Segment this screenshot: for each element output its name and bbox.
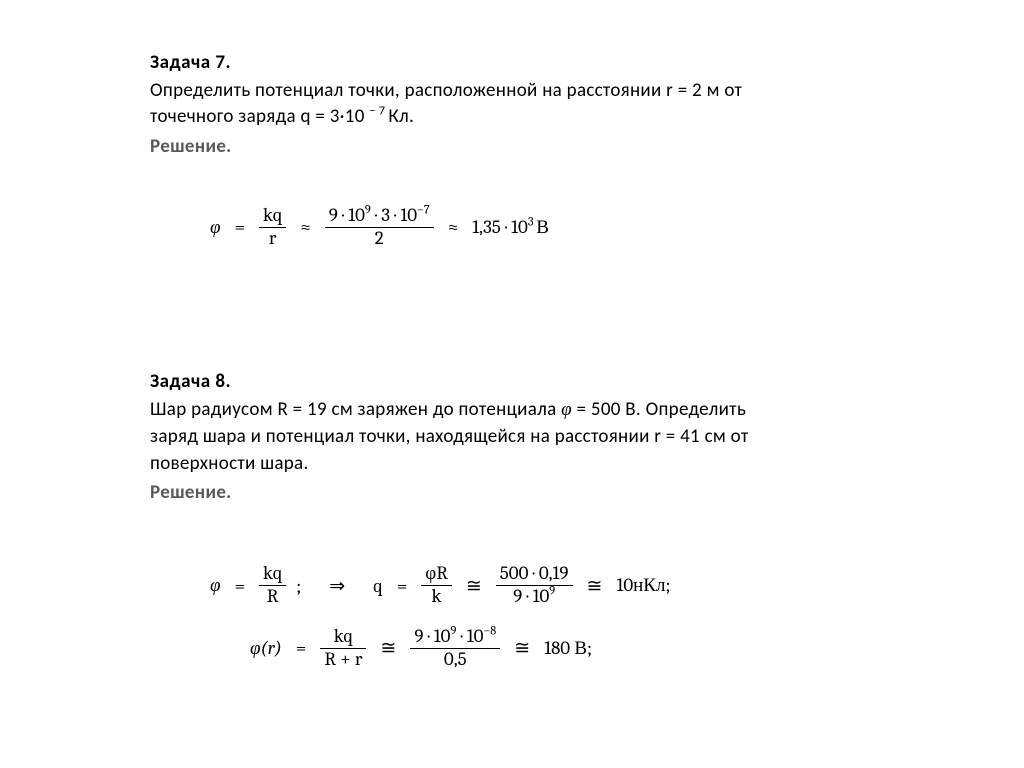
p8-l1-b: = 500 В. Определить — [572, 398, 746, 421]
p7-res-e: 3 — [528, 215, 536, 229]
p8f1-phi: φ — [210, 574, 221, 597]
p8f1-semi: ; — [296, 575, 301, 597]
p7-frac1-den: r — [265, 229, 281, 249]
p8f2-lhs: φ(r) — [250, 637, 282, 660]
p7-res-b: В — [536, 216, 549, 238]
p8f1-aeq1: ≅ — [462, 575, 486, 597]
p8f1-frac1-den: R — [263, 587, 283, 607]
p8f2-eq: = — [292, 637, 311, 659]
p8f1-result: 10нКл; — [616, 574, 670, 597]
p8f1-frac1: kq R — [259, 564, 286, 607]
p8f2-frac1-den: R + r — [320, 650, 366, 670]
problem-8-line3: поверхности шара. — [150, 451, 924, 478]
problem-7-line1: Определить потенциал точки, расположенно… — [150, 78, 924, 105]
p8f1-f3d-e: 9 — [549, 585, 555, 599]
p8-l1-a: Шар радиусом R = 19 см заряжен до потенц… — [150, 398, 561, 421]
p8f2-aeq1: ≅ — [376, 637, 400, 659]
p8f2-frac1-num: kq — [330, 627, 357, 647]
p7-f2n-b: · 3 · 10 — [371, 204, 417, 226]
p7-frac2: 9 · 109 · 3 · 10−7 2 — [325, 206, 434, 249]
p7-frac2-num: 9 · 109 · 3 · 10−7 — [325, 206, 434, 226]
p7-frac2-den: 2 — [371, 229, 388, 249]
problem-7-heading: Задача 7. — [150, 50, 924, 76]
p7-line2-text-b: Кл. — [388, 105, 414, 128]
problem-7-line2: точечного заряда q = 3·10 − 7 Кл. — [150, 104, 924, 131]
p7-line2-text-a: точечного заряда q = 3·10 — [150, 105, 369, 128]
p7-f2n-a: 9 · 10 — [329, 204, 365, 226]
p8f1-frac3: 500 · 0,19 9 · 109 — [496, 564, 573, 607]
p8f1-eq1: = — [231, 575, 250, 597]
p8f1-q: q — [373, 575, 383, 597]
p8f2-f2n-a: 9 · 10 — [414, 625, 450, 647]
problem-8-formula-1: φ = kq R ; ⇒ q = φR k ≅ 500 · 0,19 9 · 1… — [210, 564, 924, 607]
p8f1-frac1-num: kq — [259, 564, 286, 584]
problem-8-line2: заряд шара и потенциал точки, находящейс… — [150, 424, 924, 451]
p7-phi: φ — [210, 216, 221, 239]
problem-8-solution-label: Решение. — [150, 481, 924, 504]
p8f1-frac2-den: k — [428, 587, 446, 607]
p8f1-aeq2: ≅ — [583, 575, 607, 597]
slide-page: Задача 7. Определить потенциал точки, ра… — [0, 0, 1024, 768]
phi-symbol: φ — [561, 398, 572, 420]
p8f2-aeq2: ≅ — [510, 637, 534, 659]
p7-approx1: ≈ — [296, 216, 315, 238]
problem-7-formula: φ = kq r ≈ 9 · 109 · 3 · 10−7 2 ≈ 1,35 ·… — [210, 206, 924, 249]
p8f1-frac2: φR k — [421, 564, 452, 607]
p8f1-frac3-den: 9 · 109 — [509, 587, 559, 607]
p7-frac1: kq r — [259, 206, 286, 249]
p8f2-frac2-num: 9 · 109 · 10−8 — [410, 627, 500, 647]
problem-8: Задача 8. Шар радиусом R = 19 см заряжен… — [150, 369, 924, 670]
problem-7-solution-label: Решение. — [150, 135, 924, 158]
p8f1-frac2-num: φR — [421, 564, 452, 584]
p8f2-frac2: 9 · 109 · 10−8 0,5 — [410, 627, 500, 670]
p8f2-f2n-e2: −8 — [483, 625, 496, 639]
p7-f2n-e2: −7 — [417, 204, 430, 218]
p8f1-f3d-a: 9 · 10 — [513, 585, 549, 607]
p7-result: 1,35 · 103 В — [472, 216, 549, 239]
problem-8-heading: Задача 8. — [150, 369, 924, 395]
p8f2-result: 180 В; — [544, 637, 592, 660]
implies-symbol: ⇒ — [311, 575, 363, 597]
spacer — [150, 289, 924, 369]
p7-frac1-num: kq — [259, 206, 286, 226]
p7-res-a: 1,35 · 10 — [472, 216, 528, 238]
p8f1-frac3-num: 500 · 0,19 — [496, 564, 573, 584]
problem-8-line1: Шар радиусом R = 19 см заряжен до потенц… — [150, 396, 924, 424]
p8f2-f2n-b: · 10 — [456, 625, 483, 647]
p7-approx2: ≈ — [444, 216, 463, 238]
problem-8-formula-2: φ(r) = kq R + r ≅ 9 · 109 · 10−8 0,5 ≅ 1… — [250, 627, 924, 670]
p8f2-frac1: kq R + r — [320, 627, 366, 670]
problem-7: Задача 7. Определить потенциал точки, ра… — [150, 50, 924, 249]
p7-eq: = — [231, 216, 250, 238]
p8f1-eq2: = — [393, 575, 412, 597]
p7-line2-exp: − 7 — [369, 104, 388, 119]
p8f2-frac2-den: 0,5 — [440, 650, 471, 670]
